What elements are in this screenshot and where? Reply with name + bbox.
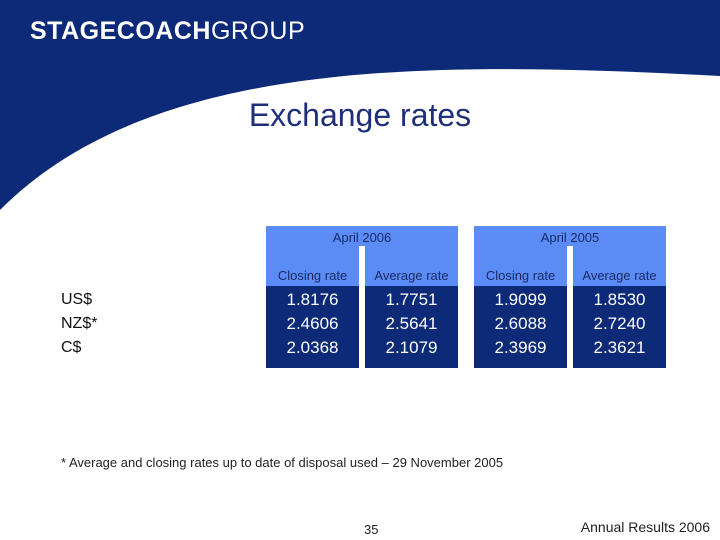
value-cell: 2.5641 — [385, 314, 438, 333]
column-block-2006-average — [365, 286, 458, 368]
footnote: * Average and closing rates up to date o… — [61, 455, 504, 470]
value-cell: 2.7240 — [593, 314, 646, 333]
column-header-average-rate-2005: Average rate — [582, 268, 657, 283]
row-label-nzd: NZ$* — [61, 315, 98, 332]
footer-label: Annual Results 2006 — [580, 519, 710, 535]
period-header-april-2006: April 2006 — [332, 230, 392, 245]
value-cell: 2.6088 — [494, 314, 547, 333]
value-cell: 1.8530 — [593, 290, 646, 309]
company-logo: STAGECOACHGROUP — [30, 17, 305, 46]
value-cell: 2.3621 — [593, 338, 646, 357]
value-cell: 1.8176 — [286, 290, 339, 309]
value-cell: 1.7751 — [385, 290, 438, 309]
page-title: Exchange rates — [248, 97, 472, 133]
column-divider — [359, 246, 365, 286]
column-header-closing-rate-2005: Closing rate — [485, 268, 556, 283]
row-label-usd: US$ — [61, 291, 93, 308]
page-number: 35 — [364, 522, 379, 537]
column-header-closing-rate-2006: Closing rate — [277, 268, 348, 283]
value-cell: 2.0368 — [286, 338, 339, 357]
column-block-2006-closing — [266, 286, 359, 368]
value-cell: 2.1079 — [385, 338, 438, 357]
period-header-april-2005: April 2005 — [540, 230, 600, 245]
row-label-cad: C$ — [61, 339, 82, 356]
logo-text-group: GROUP — [210, 17, 306, 45]
column-block-2005-closing — [474, 286, 567, 368]
logo-text-main: STAGECOACH — [30, 17, 211, 45]
value-cell: 2.4606 — [286, 314, 339, 333]
value-cell: 2.3969 — [494, 338, 547, 357]
column-header-average-rate-2006: Average rate — [374, 268, 449, 283]
column-block-2005-average — [573, 286, 666, 368]
value-cell: 1.9099 — [494, 290, 547, 309]
column-divider — [567, 246, 573, 286]
